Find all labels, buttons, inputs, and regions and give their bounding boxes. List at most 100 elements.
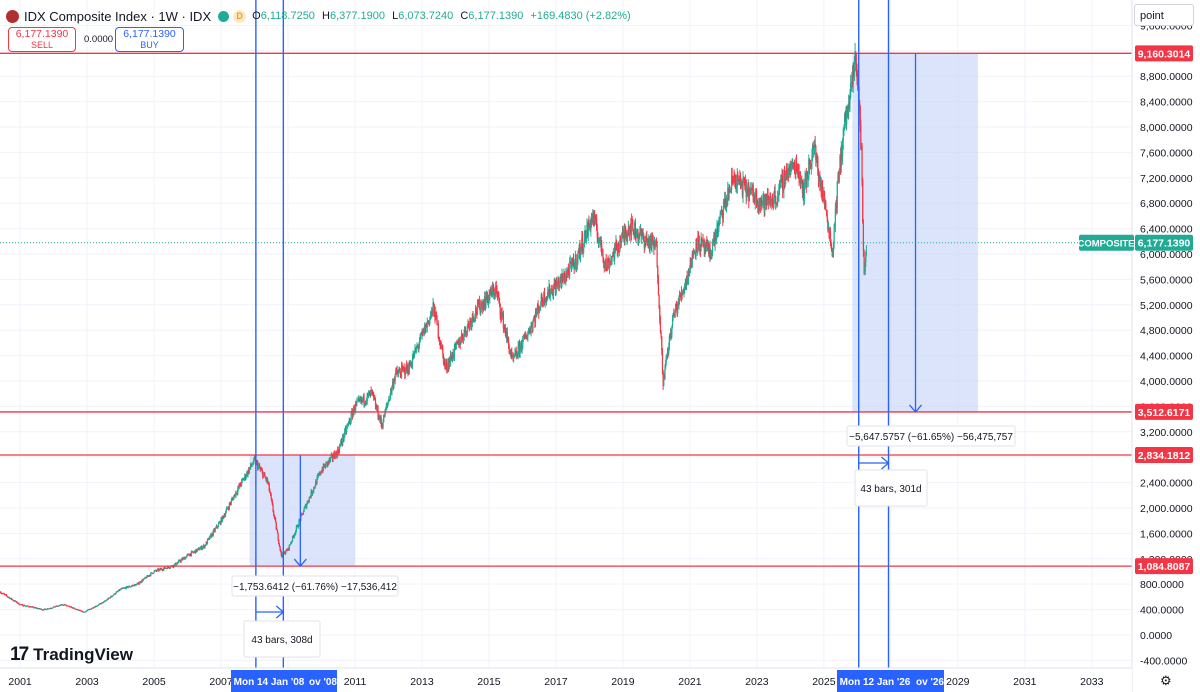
- candle: [178, 560, 180, 562]
- candle: [484, 296, 486, 308]
- candle: [319, 471, 321, 475]
- candle: [692, 254, 694, 258]
- candle: [764, 194, 767, 206]
- candle: [552, 294, 554, 296]
- candle: [52, 607, 54, 609]
- candle: [729, 189, 731, 191]
- series-name-label: COMPOSITE: [1077, 239, 1134, 250]
- gear-icon[interactable]: ⚙: [1160, 673, 1172, 688]
- candle: [703, 240, 705, 244]
- candle: [525, 338, 528, 340]
- candle: [242, 479, 244, 481]
- candle: [780, 178, 782, 183]
- candle: [427, 321, 429, 323]
- measure-time-arrow-2-head: [881, 456, 890, 470]
- candle: [488, 295, 490, 300]
- candle: [57, 605, 59, 607]
- candle: [586, 224, 588, 237]
- symbol-title[interactable]: IDX Composite Index · 1W · IDX: [24, 8, 212, 24]
- candle: [555, 281, 557, 293]
- candle: [480, 303, 483, 310]
- candle: [655, 240, 658, 245]
- candle: [40, 608, 43, 610]
- plot-area[interactable]: [0, 0, 1132, 668]
- candle: [487, 295, 490, 304]
- candle: [592, 213, 594, 221]
- candle: [608, 261, 610, 269]
- candle: [437, 323, 439, 338]
- measure-price-arrow-1-head: [293, 558, 307, 568]
- candle: [796, 166, 798, 172]
- candle: [53, 606, 56, 608]
- candle: [425, 323, 427, 333]
- candle: [469, 320, 472, 322]
- tradingview-logo[interactable]: 17 TradingView: [10, 644, 133, 666]
- x-tick-label: 2025: [812, 676, 836, 688]
- candle: [17, 602, 19, 604]
- candle: [305, 504, 307, 508]
- candle: [330, 455, 332, 458]
- candle: [132, 585, 135, 587]
- candle: [184, 557, 186, 560]
- candle: [738, 179, 740, 181]
- candle: [218, 522, 220, 524]
- candle: [684, 288, 686, 290]
- candle: [279, 545, 281, 550]
- candle: [31, 606, 33, 608]
- candle: [386, 405, 388, 407]
- candle: [637, 229, 639, 240]
- candle: [456, 342, 458, 344]
- candle: [650, 235, 652, 243]
- candle: [180, 559, 182, 562]
- candle: [235, 492, 237, 497]
- candle: [708, 243, 710, 255]
- candle: [682, 292, 684, 295]
- candle: [576, 265, 578, 268]
- candle: [761, 203, 763, 205]
- candle: [714, 234, 716, 245]
- candle: [202, 546, 204, 549]
- candle: [284, 552, 286, 555]
- last-price-tag: [1135, 234, 1193, 251]
- candle: [38, 608, 40, 610]
- candle: [829, 231, 831, 238]
- candle: [277, 533, 279, 541]
- candle: [177, 562, 179, 564]
- candle: [359, 399, 361, 401]
- candle: [344, 428, 346, 430]
- candle: [783, 171, 786, 188]
- y-tick-label: 0.0000: [1140, 630, 1172, 642]
- candle: [125, 587, 127, 589]
- candle: [697, 236, 699, 249]
- candle: [181, 558, 183, 560]
- candle: [609, 260, 611, 263]
- candle: [293, 534, 296, 537]
- candle: [356, 401, 358, 404]
- candle: [195, 549, 197, 554]
- candle: [741, 186, 743, 196]
- candle: [345, 428, 347, 432]
- level-price-label-4: 1,084.8087: [1138, 561, 1191, 573]
- candle: [454, 344, 456, 346]
- candle: [281, 555, 283, 557]
- candle: [272, 504, 274, 512]
- candle: [205, 541, 207, 546]
- price-axis[interactable]: [1132, 0, 1200, 692]
- candle: [54, 606, 56, 608]
- candle: [151, 572, 153, 574]
- candle: [673, 315, 676, 318]
- candle: [755, 191, 757, 194]
- candle: [728, 189, 730, 199]
- candle: [262, 471, 264, 478]
- sell-button[interactable]: 6,177.1390 SELL: [8, 27, 76, 52]
- candle: [803, 183, 805, 199]
- candle: [470, 320, 472, 327]
- candle: [265, 477, 267, 481]
- candle: [810, 167, 812, 169]
- buy-button[interactable]: 6,177.1390 BUY: [115, 27, 184, 52]
- currency-selector[interactable]: point: [1134, 4, 1194, 26]
- candle: [395, 369, 398, 371]
- measure-area-1[interactable]: [249, 455, 356, 567]
- candle: [368, 391, 370, 394]
